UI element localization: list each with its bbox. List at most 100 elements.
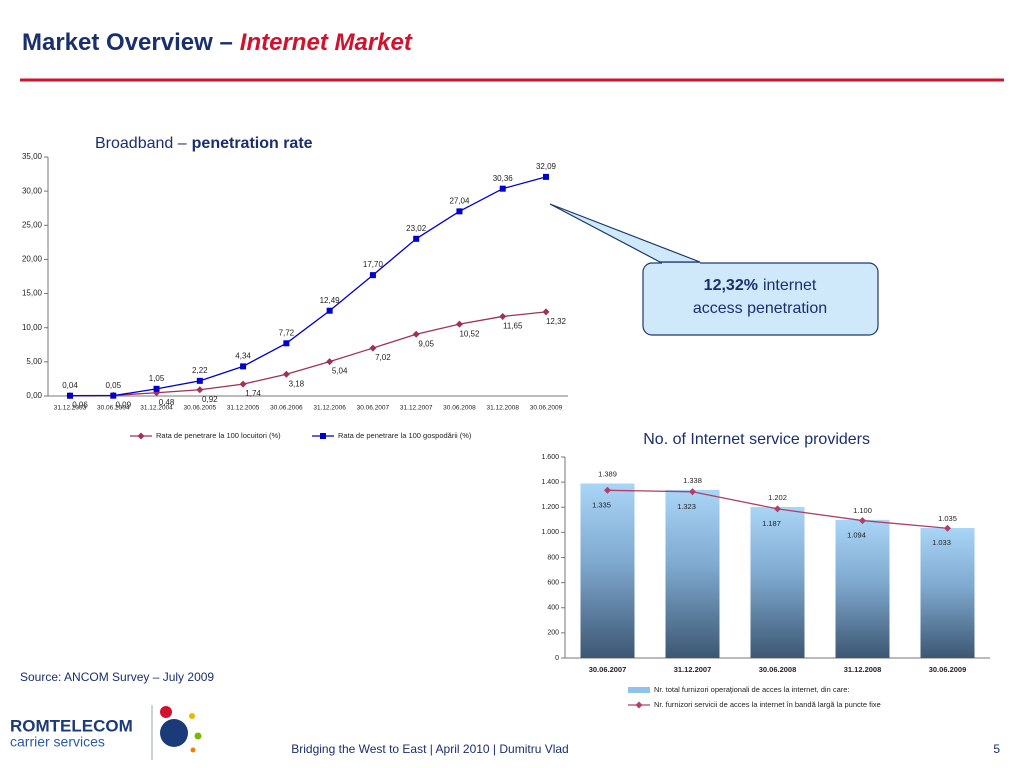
callout-box: [642, 262, 879, 336]
value-label: 0,04: [62, 381, 78, 390]
y-tick-label: 25,00: [22, 220, 43, 229]
value-label: 7,72: [279, 328, 295, 337]
value-label: 11,65: [503, 322, 523, 331]
y-tick-label: 1.600: [541, 454, 559, 461]
value-label: 0,06: [72, 401, 88, 410]
x-tick-label: 31.12.2007: [674, 665, 712, 674]
value-label: 5,04: [332, 367, 348, 376]
callout-value: 12,32%: [704, 277, 758, 294]
x-tick-label: 31.12.2005: [227, 405, 260, 412]
title-part: penetration rate: [192, 135, 313, 152]
legend-label: Nr. total furnizori operaţionali de acce…: [654, 685, 850, 694]
legend-label: Rata de penetrare la 100 locuitori (%): [156, 431, 281, 440]
marker: [239, 380, 247, 388]
marker: [369, 272, 376, 279]
marker: [455, 320, 463, 328]
value-label: 27,04: [449, 196, 470, 205]
value-label: 1.187: [762, 519, 781, 528]
value-label: 1.100: [853, 506, 872, 515]
x-tick-label: 31.12.2007: [400, 405, 433, 412]
value-label: 1,74: [245, 389, 261, 398]
marker: [944, 524, 951, 532]
y-tick-label: 1.400: [541, 479, 559, 486]
value-label: 4,34: [235, 351, 251, 360]
marker: [283, 340, 290, 347]
x-tick-label: 30.06.2006: [270, 405, 303, 412]
value-label: 10,52: [459, 329, 480, 338]
y-tick-label: 800: [547, 554, 559, 561]
marker: [689, 488, 696, 496]
value-label: 17,70: [363, 260, 384, 269]
logo-name: ROMTELECOM: [10, 716, 133, 735]
value-label: 1.389: [598, 469, 617, 478]
title-accent: Internet Market: [240, 29, 413, 56]
value-label: 1.323: [677, 502, 696, 511]
value-label: 2,22: [192, 366, 208, 375]
bar: [665, 489, 720, 658]
marker: [774, 505, 781, 513]
marker: [196, 386, 204, 394]
bar: [920, 527, 975, 658]
marker: [413, 235, 420, 242]
legend-label: Rata de penetrare la 100 gospodării (%): [338, 431, 472, 440]
marker: [499, 312, 507, 320]
x-tick-label: 31.12.2008: [844, 665, 882, 674]
x-tick-label: 31.12.2004: [140, 405, 173, 412]
value-label: 1,05: [149, 374, 165, 383]
y-tick-label: 5,00: [26, 357, 42, 366]
marker: [153, 385, 160, 392]
title-part: Broadband –: [95, 135, 187, 152]
page-number: 5: [993, 742, 1000, 756]
x-tick-label: 30.06.2007: [357, 405, 390, 412]
marker: [542, 308, 550, 316]
value-label: 1.094: [847, 531, 866, 540]
y-tick-label: 35,00: [22, 152, 43, 161]
marker: [282, 370, 290, 378]
bar: [835, 519, 890, 658]
bar: [750, 506, 805, 658]
y-tick-label: 15,00: [22, 289, 43, 298]
marker: [67, 392, 73, 399]
marker: [859, 517, 866, 525]
value-label: 1.035: [938, 514, 957, 523]
y-tick-label: 600: [547, 579, 559, 586]
marker: [110, 392, 117, 399]
value-label: 7,02: [375, 353, 391, 362]
value-label: 1.202: [768, 493, 787, 502]
value-label: 30,36: [493, 174, 514, 183]
value-label: 0,05: [105, 381, 121, 390]
chart-title: No. of Internet service providers: [643, 431, 870, 448]
callout-text: internet: [763, 277, 817, 294]
chart-title: Broadband – penetration rate: [95, 135, 313, 152]
x-tick-label: 30.06.2007: [589, 665, 627, 674]
y-tick-label: 1.000: [541, 529, 559, 536]
value-label: 23,02: [406, 224, 427, 233]
marker: [326, 358, 334, 366]
logo-dot: [160, 706, 172, 718]
callout-pointer: [549, 203, 701, 263]
y-tick-label: 200: [547, 630, 559, 637]
y-tick-label: 0,00: [26, 391, 42, 400]
logo-dot: [194, 732, 202, 740]
x-tick-label: 30.06.2008: [759, 665, 797, 674]
x-tick-label: 30.06.2004: [97, 405, 130, 412]
value-label: 9,05: [418, 339, 434, 348]
marker: [320, 433, 326, 439]
marker: [499, 185, 506, 192]
y-tick-label: 400: [547, 605, 559, 612]
marker: [456, 208, 463, 215]
value-label: 0,48: [159, 398, 175, 407]
title-main: Market Overview –: [22, 29, 233, 56]
x-tick-label: 31.12.2006: [313, 405, 346, 412]
footer: Bridging the West to East | April 2010 |…: [291, 742, 568, 756]
logo-dot: [160, 719, 188, 747]
y-tick-label: 0: [555, 655, 559, 662]
marker: [543, 173, 549, 180]
bar: [580, 483, 635, 658]
x-tick-label: 31.12.2003: [54, 405, 87, 412]
x-tick-label: 30.06.2005: [184, 405, 217, 412]
value-label: 1.033: [932, 538, 951, 547]
value-label: 32,09: [536, 162, 557, 171]
series-line: [69, 176, 547, 397]
